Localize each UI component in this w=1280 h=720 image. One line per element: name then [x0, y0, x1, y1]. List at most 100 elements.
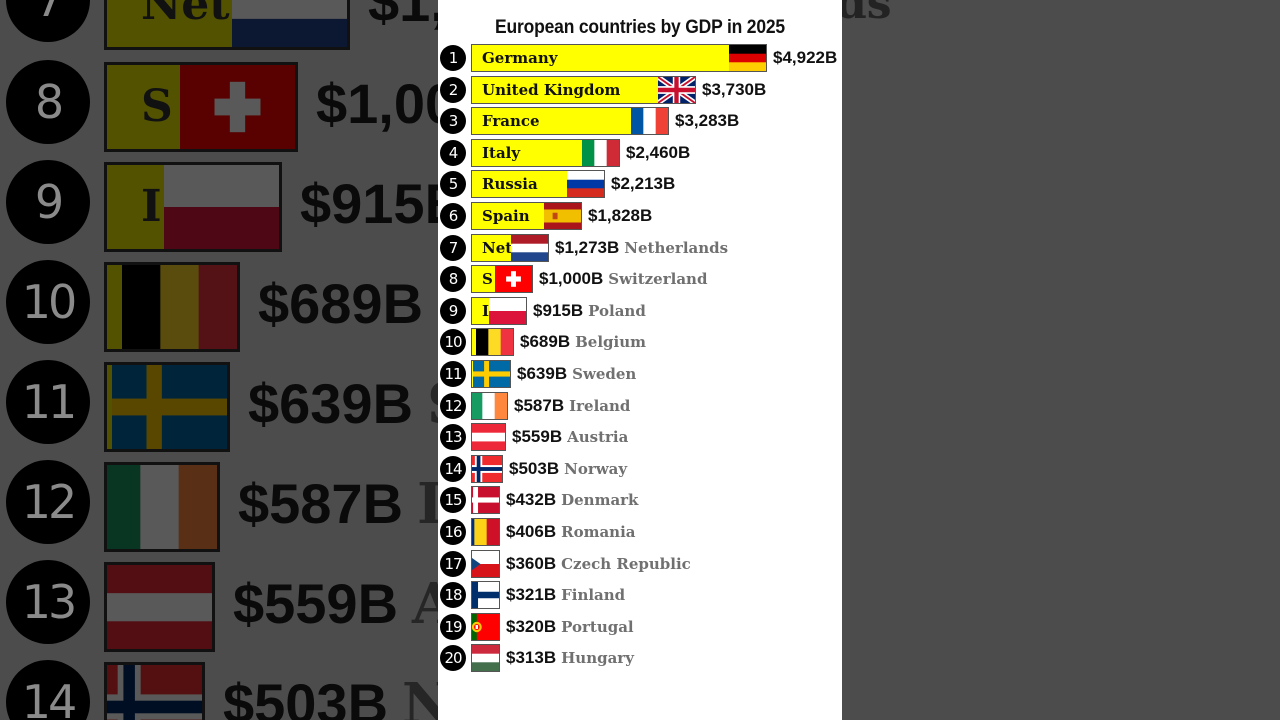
background-bar: Net [104, 0, 350, 50]
flag-fi-icon [472, 582, 499, 609]
flag-be-icon [476, 329, 513, 356]
background-rank-badge: 11 [6, 360, 90, 444]
gdp-bar [471, 454, 503, 483]
flag-de-icon [729, 45, 766, 71]
rank-badge: 6 [440, 203, 466, 229]
rank-badge: 13 [440, 424, 466, 451]
background-value-text: $559B [233, 572, 399, 635]
background-row: 8S $1,00 [0, 60, 438, 152]
flag-it-icon [582, 139, 619, 166]
chart-row: 15 $432B Denmark [438, 486, 842, 515]
flag-dk-icon [472, 487, 499, 514]
gdp-value: $360B Czech Republic [506, 550, 691, 578]
flag-se-icon [473, 361, 510, 387]
bar-country-label: Germany [482, 49, 558, 67]
chart-row: 3 France $3,283B [438, 107, 842, 136]
gdp-bar [471, 391, 508, 420]
background-bar [104, 662, 205, 720]
bar-country-label: I [482, 301, 490, 320]
chart-row: 2 United Kingdom $3,730B [438, 75, 842, 104]
gdp-value: $915B Poland [533, 297, 646, 325]
gdp-value-text: $689B [520, 332, 571, 352]
country-name: Norway [564, 459, 628, 478]
gdp-value-text: $2,213B [611, 174, 676, 194]
gdp-bar [471, 360, 511, 388]
bar-country-label: France [482, 112, 540, 131]
gdp-value-text: $3,730B [702, 79, 767, 99]
gdp-bar: Italy [471, 138, 620, 167]
rank-badge: 16 [440, 519, 466, 545]
gdp-value-text: $559B [512, 427, 563, 447]
background-rank-badge: 14 [6, 660, 90, 720]
background-bar: I [104, 162, 282, 252]
chart-row: 13 $559B Austria [438, 423, 842, 452]
rank-badge: 10 [440, 329, 466, 356]
chart-title: European countries by GDP in 2025 [495, 17, 785, 38]
gdp-value: $313B Hungary [506, 644, 634, 672]
rank-badge: 8 [440, 266, 466, 293]
gdp-value: $321B Finland [506, 581, 625, 609]
rank-badge: 17 [440, 550, 466, 577]
rank-badge: 3 [440, 108, 466, 135]
gdp-value: $1,000B Switzerland [539, 265, 707, 293]
chart-row: 20 $313B Hungary [438, 644, 842, 673]
bar-country-label: Spain [482, 207, 530, 225]
background-value: $587B I [238, 462, 438, 546]
rank-badge: 9 [440, 297, 466, 324]
country-name: Finland [561, 586, 626, 605]
gdp-value-text: $587B [514, 395, 565, 415]
gdp-value-text: $1,828B [588, 206, 653, 225]
gdp-value-text: $2,460B [626, 142, 691, 162]
gdp-value-text: $1,273B [555, 237, 620, 257]
background-value-text: $587B [238, 472, 404, 535]
gdp-value: $559B Austria [512, 423, 628, 451]
chart-row: 7 Net $1,273B Netherlands [438, 233, 842, 262]
gdp-value-text: $503B [509, 458, 560, 478]
gdp-bar: United Kingdom [471, 75, 696, 104]
flag-ch-icon [180, 65, 295, 149]
gdp-value: $3,283B [675, 107, 744, 135]
country-name: Ireland [569, 396, 631, 415]
gdp-bar: Russia [471, 170, 605, 199]
gdp-value: $1,828B [588, 202, 657, 230]
background-bar [104, 462, 220, 552]
gdp-bar [471, 549, 500, 578]
background-bar [104, 262, 240, 352]
chart-row: 14 $503B Norway [438, 454, 842, 483]
background-bar [104, 362, 230, 452]
bar-country-label: S [482, 270, 493, 289]
gdp-value: $689B Belgium [520, 328, 646, 356]
flag-ch-icon [495, 266, 532, 293]
country-name: Switzerland [608, 270, 708, 289]
gdp-value-text: $406B [506, 522, 557, 541]
gdp-value: $639B Sweden [517, 360, 636, 388]
gdp-value-text: $3,283B [675, 111, 740, 131]
background-value-text: $915B [300, 172, 438, 235]
chart-row: 8 S $1,000B Switzerland [438, 265, 842, 294]
flag-be-icon [122, 265, 237, 349]
background-value-text: $1, [368, 0, 438, 33]
country-name: Sweden [572, 365, 637, 383]
background-row: 14 $503B N [0, 660, 438, 720]
flag-at-icon [472, 424, 505, 451]
country-name: Austria [567, 428, 629, 447]
country-name: Czech Republic [561, 554, 691, 573]
chart-row: 18 $321B Finland [438, 581, 842, 610]
background-value-text: $689B [258, 272, 424, 335]
gdp-value-text: $360B [506, 553, 557, 573]
flag-se-icon [112, 365, 227, 449]
background-rank-badge: 7 [6, 0, 90, 42]
flag-ie-icon [472, 392, 507, 419]
gdp-value: $2,213B [611, 170, 680, 198]
rank-badge: 12 [440, 392, 466, 419]
rank-badge: 7 [440, 234, 466, 261]
background-row: 10 $689B [0, 260, 438, 352]
gdp-value-text: $1,000B [539, 269, 604, 289]
chart-row: 9 I $915B Poland [438, 296, 842, 325]
background-rank-badge: 9 [6, 160, 90, 244]
gdp-bar [471, 518, 500, 546]
gdp-value: $4,922B [773, 44, 842, 72]
background-bar: S [104, 62, 298, 152]
flag-pl-icon [164, 165, 279, 249]
